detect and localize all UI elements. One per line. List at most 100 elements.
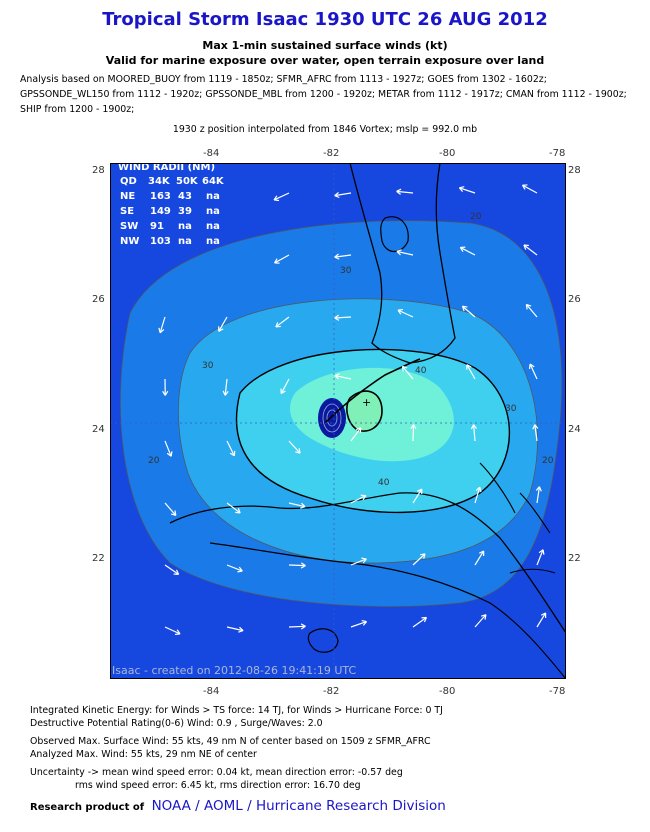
wind-arrow-head (334, 253, 340, 260)
page-title: Tropical Storm Isaac 1930 UTC 26 AUG 201… (102, 9, 548, 30)
wind-arrow (534, 424, 538, 442)
radii-col-50k: 50K (176, 176, 199, 187)
wind-arrow-head (173, 569, 180, 575)
wind-arrow-head (396, 188, 402, 195)
lat-label-right: 24 (568, 424, 581, 435)
radii-cell: NE (120, 191, 135, 202)
lon-label-bottom: -84 (203, 686, 220, 697)
wind-arrow (226, 502, 241, 514)
wind-radii-header: WIND RADII (NM) (118, 163, 215, 173)
wind-arrow-head (275, 322, 281, 328)
wind-arrow-head (280, 388, 286, 395)
radii-cell: 39 (178, 206, 192, 217)
wind-arrow (288, 564, 306, 567)
lon-label-top: -82 (323, 148, 340, 159)
wind-arrow-head (417, 488, 423, 495)
uncertainty-rms-line: rms wind speed error: 6.45 kt, rms direc… (75, 780, 361, 791)
wind-arrow (412, 553, 426, 566)
wind-arrow-head (525, 303, 532, 310)
wind-arrow-head (361, 619, 368, 626)
wind-arrow (396, 250, 414, 256)
radii-col-34k: 34K (148, 176, 171, 187)
wind-band-55kt (346, 391, 382, 432)
analysis-line: SHIP from 1200 - 1900z; (20, 104, 135, 115)
wind-arrow (466, 364, 476, 380)
wind-arrow (218, 316, 228, 332)
contour-label: 30 (202, 361, 214, 371)
noaa-link[interactable]: NOAA / AOML / Hurricane Research Divisio… (151, 798, 446, 814)
wind-arrow-head (458, 186, 465, 192)
bahamas-islands (479, 462, 556, 574)
cuba-south-coast (209, 542, 566, 679)
contour-label: 20 (148, 456, 160, 466)
lon-label-top: -84 (203, 148, 220, 159)
wind-arrow-head (475, 486, 482, 493)
wind-arrow-head (229, 450, 236, 457)
lat-label-left: 22 (92, 553, 105, 564)
dpr-line: Destructive Potential Rating(0-6) Wind: … (30, 718, 323, 729)
lat-label-left: 24 (92, 424, 105, 435)
lat-label-right: 22 (568, 553, 581, 564)
contour-line (178, 298, 538, 564)
eye-contour (326, 409, 338, 427)
wind-arrow (334, 375, 352, 380)
wind-arrow-head (218, 326, 224, 332)
wind-arrow (536, 486, 541, 504)
wind-arrow (164, 440, 172, 457)
wind-arrow (474, 487, 481, 504)
lon-label-bottom: -78 (549, 686, 566, 697)
contour-label: 40 (415, 366, 427, 376)
wind-arrow-head (521, 184, 528, 190)
wind-arrow (462, 305, 476, 318)
wind-arrow (288, 625, 306, 628)
wind-arrow-head (334, 191, 340, 199)
wind-arrow-head (401, 365, 408, 372)
florida-keys (324, 358, 421, 424)
wind-arrow-head (410, 424, 417, 430)
analysis-sources: Analysis based on MOORED_BUOY from 1119 … (20, 72, 635, 117)
wind-arrow (273, 192, 290, 201)
wind-arrow (226, 564, 243, 572)
lat-label-left: 28 (92, 165, 105, 176)
contour-label: 20 (470, 212, 482, 222)
contour-line (346, 390, 383, 432)
wind-arrow (459, 187, 476, 194)
analyzed-max-line: Analyzed Max. Wind: 55 kts, 29 nm NE of … (30, 749, 257, 760)
contour-line (235, 348, 511, 514)
wind-arrow (397, 309, 414, 318)
wind-arrow (472, 424, 476, 442)
lake-okeechobee (380, 216, 409, 253)
wind-arrow (412, 488, 423, 504)
wind-arrow-head (540, 612, 547, 618)
wind-arrow-head (158, 327, 165, 334)
subtitle-validity: Valid for marine exposure over water, op… (105, 54, 545, 67)
wind-arrow (474, 550, 485, 566)
wind-arrow (226, 440, 235, 457)
lon-label-top: -78 (549, 148, 566, 159)
radii-cell: SW (120, 221, 138, 232)
wind-arrow-head (237, 566, 243, 573)
wind-arrow-head (478, 550, 485, 556)
wind-arrow-head (274, 258, 280, 264)
radii-cell: na (206, 206, 220, 217)
wind-arrow-head (361, 557, 367, 564)
wind-arrow-head (174, 629, 181, 636)
wind-arrow (274, 254, 290, 264)
wind-arrow (288, 440, 301, 454)
wind-arrow (396, 190, 414, 194)
max-wind-marker: + (362, 396, 371, 409)
wind-arrow (275, 316, 290, 328)
wind-arrow (412, 616, 427, 628)
wind-arrow (523, 244, 538, 256)
wind-arrow-head (166, 451, 173, 457)
ike-line: Integrated Kinetic Energy: for Winds > T… (30, 705, 443, 716)
lon-label-top: -80 (439, 148, 456, 159)
wind-vectors (158, 184, 547, 636)
radii-cell: na (178, 236, 192, 247)
wind-arrow-head (355, 427, 362, 433)
wind-arrow-head (470, 424, 478, 430)
wind-arrow-head (300, 623, 306, 630)
wind-arrow (522, 184, 538, 194)
radii-cell: 103 (150, 236, 171, 247)
wind-arrow (401, 365, 414, 380)
